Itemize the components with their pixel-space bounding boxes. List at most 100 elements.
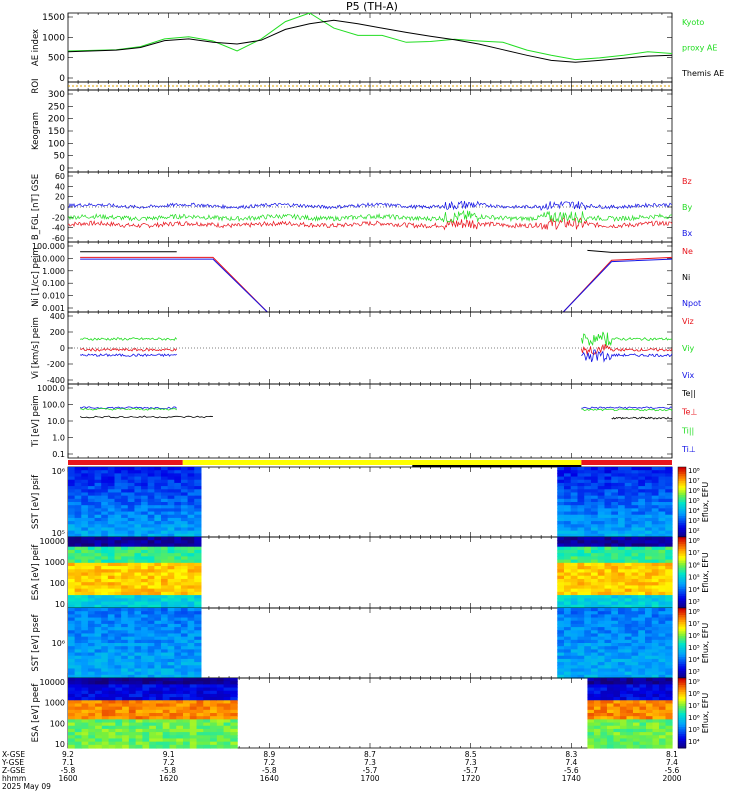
- spectrogram-cell: [651, 627, 660, 631]
- spectrogram-cell: [658, 655, 666, 660]
- colorbar-segment: [678, 692, 686, 695]
- spectrogram-cell: [147, 473, 155, 478]
- spectrogram-cell: [557, 636, 565, 641]
- spectrogram-cell: [624, 533, 633, 538]
- x-tick-label: 9.1: [163, 750, 175, 759]
- spectrogram-cell: [128, 732, 137, 736]
- spectrogram-cell: [154, 588, 162, 593]
- spectrogram-cell: [121, 473, 129, 478]
- spectrogram-cell: [563, 646, 572, 650]
- x-tick-label: -5.8: [161, 766, 176, 775]
- spectrogram-cell: [577, 652, 585, 657]
- spectrogram-cell: [223, 678, 231, 682]
- spectrogram-cell: [665, 492, 673, 497]
- spectrogram-cell: [74, 527, 82, 532]
- spectrogram-cell: [557, 601, 565, 606]
- spectrogram-cell: [606, 684, 615, 689]
- spectrogram-cell: [87, 508, 96, 513]
- spectrogram-cell: [597, 595, 606, 599]
- spectrogram-cell: [194, 569, 202, 574]
- spectrogram-cell: [644, 514, 653, 519]
- spectrogram-cell: [644, 633, 653, 638]
- spectrogram-cell: [617, 470, 626, 474]
- spectrogram-cell: [631, 611, 639, 615]
- spectrogram-cell: [194, 611, 202, 615]
- spectrogram-cell: [176, 728, 184, 733]
- spectrogram-cell: [557, 604, 565, 609]
- spectrogram-cell: [624, 467, 633, 471]
- spectrogram-cell: [121, 630, 129, 635]
- spectrogram-cell: [590, 658, 599, 663]
- spectrogram-cell: [606, 744, 615, 749]
- spectrogram-cell: [167, 595, 175, 599]
- spectrogram-cell: [590, 655, 599, 660]
- spectrogram-cell: [563, 674, 572, 679]
- spectrogram-cell: [68, 735, 76, 740]
- spectrogram-cell: [606, 709, 615, 714]
- spectrogram-cell: [604, 502, 612, 506]
- spectrogram-cell: [180, 470, 189, 474]
- colorbar-segment: [678, 608, 686, 611]
- spectrogram-cell: [94, 559, 102, 564]
- colorbar-segment: [678, 638, 686, 642]
- spectrogram-cell: [210, 709, 218, 714]
- spectrogram-cell: [203, 735, 211, 740]
- spectrogram-cell: [114, 639, 122, 644]
- spectrogram-cell: [584, 588, 592, 593]
- spectrogram-cell: [180, 566, 189, 570]
- spectrogram-cell: [563, 668, 572, 673]
- spectrogram-cell: [665, 601, 673, 606]
- y-tick-label: 10000: [40, 537, 65, 546]
- spectrogram-cell: [590, 636, 599, 641]
- spectrogram-cell: [81, 627, 89, 631]
- spectrogram-cell: [94, 527, 102, 532]
- y-tick-label: -60: [52, 234, 65, 243]
- spectrogram-cell: [167, 639, 175, 644]
- spectrogram-cell: [115, 725, 123, 730]
- spectrogram-cell: [180, 486, 189, 490]
- spectrogram-cell: [128, 713, 137, 717]
- spectrogram-cell: [162, 732, 171, 736]
- spectrogram-cell: [631, 505, 639, 509]
- spectrogram-cell: [658, 514, 666, 519]
- spectrogram-cell: [74, 482, 82, 487]
- spectrogram-cell: [613, 732, 621, 736]
- spectrogram-cell: [597, 652, 606, 657]
- spectrogram-cell: [570, 553, 579, 557]
- spectrogram-cell: [577, 502, 585, 506]
- spectrogram-cell: [81, 569, 89, 574]
- spectrogram-cell: [68, 728, 76, 733]
- spectrogram-cell: [604, 559, 612, 564]
- spectrogram-cell: [617, 665, 626, 670]
- spectrogram-cell: [101, 652, 109, 657]
- spectrogram-cell: [115, 716, 123, 720]
- spectrogram-cell: [155, 738, 164, 743]
- spectrogram-cell: [597, 630, 606, 635]
- colorbar-segment: [678, 596, 686, 600]
- spectrogram-cell: [223, 681, 231, 685]
- spectrogram-cell: [624, 470, 633, 474]
- spectrogram-cell: [611, 486, 619, 490]
- spectrogram-cell: [141, 655, 149, 660]
- spectrogram-cell: [101, 559, 109, 564]
- spectrogram-cell: [147, 569, 155, 574]
- spectrogram-cell: [651, 646, 660, 650]
- colorbar-segment: [678, 720, 686, 723]
- spectrogram-cell: [216, 703, 225, 708]
- spectrogram-cell: [147, 476, 155, 481]
- spectrogram-cell: [587, 744, 595, 749]
- legend-label: Ne: [682, 247, 693, 256]
- spectrogram-cell: [604, 533, 612, 538]
- spectrogram-cell: [74, 524, 82, 529]
- spectrogram-cell: [174, 527, 182, 532]
- spectrogram-cell: [624, 604, 633, 609]
- spectrogram-cell: [141, 591, 149, 596]
- spectrogram-cell: [577, 627, 585, 631]
- spectrogram-cell: [557, 556, 565, 561]
- spectrogram-cell: [114, 505, 122, 509]
- spectrogram-cell: [169, 713, 177, 717]
- spectrogram-cell: [230, 719, 238, 724]
- spectrogram-cell: [174, 611, 182, 615]
- spectrogram-cell: [658, 608, 666, 612]
- spectrogram-cell: [127, 549, 136, 554]
